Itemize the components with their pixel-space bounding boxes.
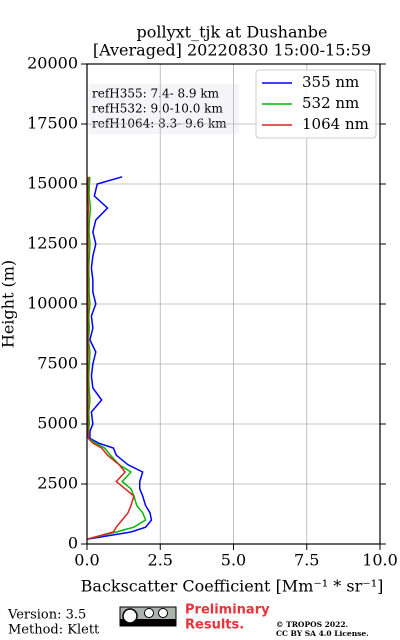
footer-preliminary: Preliminary [185,603,270,618]
profile-line [86,176,147,540]
footer-copyright: CC BY SA 4.0 License. [276,629,369,638]
x-tick-label: 7.5 [294,551,319,570]
footer-preliminary: Results. [185,618,244,633]
y-tick-label: 7500 [37,354,78,373]
y-tick-label: 15000 [27,174,78,193]
profile-line [86,176,153,540]
x-tick-label: 2.5 [148,551,173,570]
x-tick-label: 10.0 [362,551,398,570]
footer-copyright: © TROPOS 2022. [276,620,348,629]
profile-line [86,176,135,540]
legend-label: 1064 nm [302,115,369,133]
footer-method: Method: Klett [8,623,100,638]
cc-logo [119,606,177,627]
x-tick-label: 0.0 [74,551,99,570]
y-tick-label: 2500 [37,474,78,493]
legend-label: 532 nm [302,94,359,112]
annotation: refH532: 9.0-10.0 km [92,102,223,116]
y-tick-label: 17500 [27,114,78,133]
x-axis-label: Backscatter Coefficient [Mm⁻¹ * sr⁻¹] [81,577,384,596]
annotation: refH1064: 8.3- 9.6 km [92,117,227,131]
chart-title: [Averaged] 20220830 15:00-15:59 [93,41,371,60]
annotation-box [89,84,239,134]
plot-frame [86,63,381,545]
footer-version: Version: 3.5 [7,608,86,623]
y-tick-label: 20000 [27,54,78,73]
x-tick-label: 5.0 [221,551,246,570]
chart-title: pollyxt_tjk at Dushanbe [136,23,327,42]
annotation: refH355: 7.4- 8.9 km [92,87,220,101]
y-tick-label: 0 [68,534,78,553]
y-tick-label: 10000 [27,294,78,313]
y-tick-label: 12500 [27,234,78,253]
y-tick-label: 5000 [37,414,78,433]
legend-label: 355 nm [302,73,359,91]
y-axis-label: Height (m) [0,260,18,348]
legend-box [255,69,377,139]
